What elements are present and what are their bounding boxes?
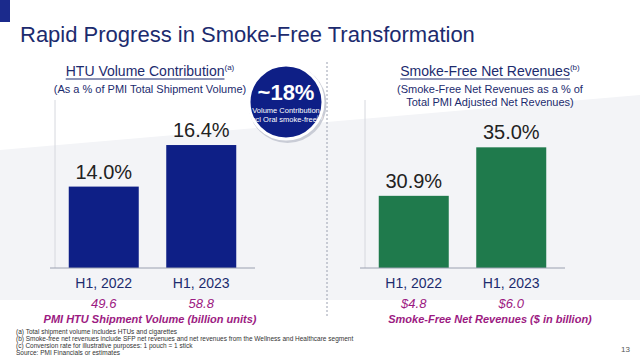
title-underline <box>400 79 570 80</box>
chart-title-text: Smoke-Free Net Revenues <box>400 63 570 79</box>
sub-value: $6.0 <box>498 296 525 311</box>
title-underline <box>66 79 225 80</box>
corner-accent <box>0 0 10 22</box>
chart-subtitle: (As a % of PMI Total Shipment Volume) <box>54 83 246 95</box>
chart-title-note: (b) <box>570 63 580 72</box>
annotation-circle <box>249 65 323 139</box>
annotation-shadow <box>249 65 327 143</box>
background <box>0 0 640 359</box>
x-axis-line <box>50 268 255 269</box>
chart-title-note: (a) <box>224 63 234 72</box>
slide: Rapid Progress in Smoke-Free Transformat… <box>0 0 640 359</box>
annotation-line: Incl Oral smoke-free(c) <box>249 114 323 124</box>
x-axis-line <box>360 268 565 269</box>
chart: HTU Volume Contribution(a) (As a % of PMI… <box>44 63 327 325</box>
data-label: 16.4% <box>173 119 230 141</box>
annotation-line-text: Incl Oral smoke-free <box>249 115 317 124</box>
divider <box>327 62 328 318</box>
bar <box>166 145 236 268</box>
annotation-text: ~18% <box>258 80 315 105</box>
sub-caption: Smoke-Free Net Revenues ($ in billion) <box>388 313 592 325</box>
page-number: 13 <box>621 345 630 354</box>
annotation-line: Volume Contribution <box>252 106 320 115</box>
y-axis-line <box>365 100 366 268</box>
y-axis-line <box>55 100 56 268</box>
bars <box>69 145 237 268</box>
bar <box>379 196 449 268</box>
sub-value: $4.8 <box>400 296 427 311</box>
x-tick-label: H1, 2023 <box>173 275 230 291</box>
source: Source: PMI Financials or estimates <box>16 349 121 356</box>
chart-subtitle: Total PMI Adjusted Net Revenues) <box>406 96 574 108</box>
sub-value: 49.6 <box>91 296 117 311</box>
bar <box>476 147 546 268</box>
sub-value: 58.8 <box>189 296 215 311</box>
x-tick-label: H1, 2022 <box>75 275 132 291</box>
bars <box>379 147 547 268</box>
chart: Smoke-Free Net Revenues(b) (Smoke-Free Ne… <box>360 63 592 325</box>
annotation-line-text: Volume Contribution <box>252 106 320 115</box>
chart-subtitle: (Smoke-Free Net Revenues as a % of <box>397 83 584 95</box>
chart-title-text: HTU Volume Contribution <box>66 63 225 79</box>
chart-title: HTU Volume Contribution(a) <box>66 63 235 79</box>
data-label: 35.0% <box>483 121 540 143</box>
data-label: 30.9% <box>385 170 442 192</box>
x-tick-label: H1, 2023 <box>483 275 540 291</box>
x-tick-label: H1, 2022 <box>385 275 442 291</box>
annotation-note: (c) <box>317 114 323 120</box>
bar <box>69 187 139 268</box>
sub-caption: PMI HTU Shipment Volume (billion units) <box>44 313 257 325</box>
data-label: 14.0% <box>75 161 132 183</box>
chart-title: Smoke-Free Net Revenues(b) <box>400 63 580 79</box>
slide-title: Rapid Progress in Smoke-Free Transformat… <box>20 22 475 47</box>
background-shape <box>0 95 640 300</box>
